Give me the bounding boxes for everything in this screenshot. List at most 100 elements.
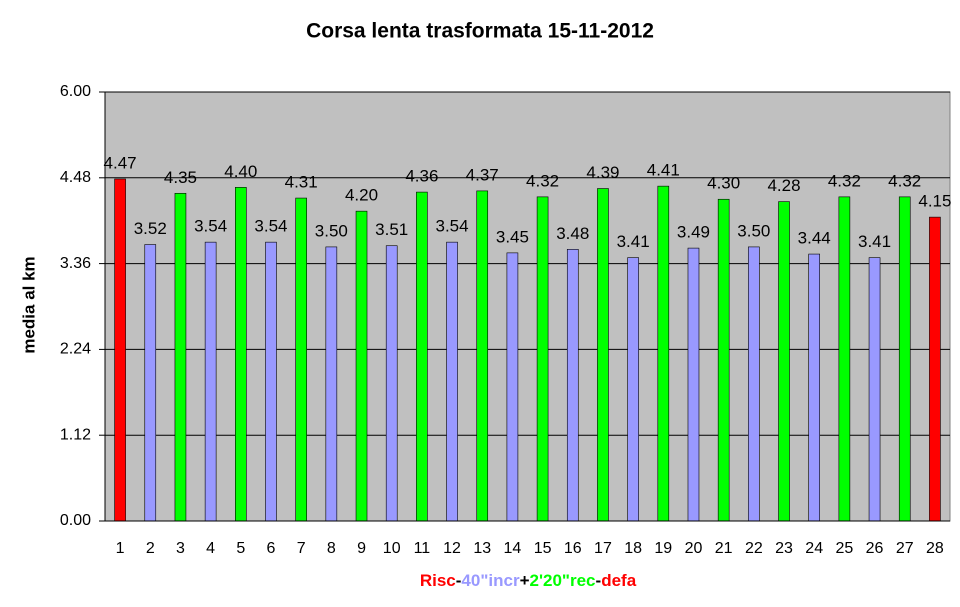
bar <box>717 198 730 522</box>
x-tick-label: 6 <box>267 540 276 557</box>
data-label: 4.20 <box>345 186 378 205</box>
x-tick-label: 3 <box>176 540 185 557</box>
bar <box>235 187 247 522</box>
x-axis-label-part: defa <box>601 571 637 590</box>
y-tick-label: 6.00 <box>60 83 91 100</box>
data-label: 3.51 <box>375 220 408 239</box>
bar <box>295 197 307 522</box>
bar <box>868 257 881 522</box>
y-tick-label: 0.00 <box>60 512 91 529</box>
x-tick-label: 27 <box>896 540 914 557</box>
bar <box>778 201 790 522</box>
x-tick-label: 28 <box>926 540 944 557</box>
data-label: 4.35 <box>164 168 197 187</box>
data-label: 4.32 <box>828 171 861 190</box>
x-tick-label: 10 <box>383 540 401 557</box>
x-tick-label: 24 <box>805 540 823 557</box>
x-tick-label: 15 <box>534 540 552 557</box>
data-label: 4.39 <box>586 163 619 182</box>
x-tick-label: 25 <box>835 540 853 557</box>
x-tick-label: 7 <box>297 540 306 557</box>
bar <box>416 191 428 522</box>
data-label: 4.47 <box>104 153 137 172</box>
bar <box>536 196 549 522</box>
data-label: 3.50 <box>737 221 770 240</box>
bar <box>657 185 670 522</box>
data-label: 3.54 <box>194 217 227 236</box>
data-label: 3.44 <box>798 229 831 248</box>
bar <box>114 178 126 522</box>
data-label: 4.28 <box>767 176 800 195</box>
bar <box>476 190 489 522</box>
x-tick-label: 22 <box>745 540 763 557</box>
bar <box>355 210 368 522</box>
bar <box>144 244 157 522</box>
x-axis-label: Risc-40"incr+2'20"rec-defa <box>420 571 637 590</box>
x-tick-label: 5 <box>236 540 245 557</box>
data-label: 3.49 <box>677 223 710 242</box>
bar <box>446 241 458 522</box>
data-label: 3.54 <box>436 217 469 236</box>
bar <box>929 216 941 522</box>
plot-area <box>104 91 951 522</box>
bar <box>898 196 911 522</box>
data-label: 3.52 <box>134 219 167 238</box>
data-label: 3.41 <box>617 232 650 251</box>
x-tick-label: 23 <box>775 540 793 557</box>
data-label: 3.48 <box>556 224 589 243</box>
x-axis-label-part: + <box>520 571 530 590</box>
data-label: 4.37 <box>466 165 499 184</box>
x-axis-label-part: - <box>456 571 462 590</box>
x-tick-label: 17 <box>594 540 612 557</box>
data-label: 4.41 <box>647 161 680 180</box>
data-label: 4.31 <box>285 173 318 192</box>
bar <box>597 188 609 522</box>
data-label: 4.15 <box>918 192 951 211</box>
x-tick-label: 19 <box>654 540 672 557</box>
y-tick-label: 1.12 <box>60 426 91 443</box>
x-axis-label-part: 2'20"rec <box>530 571 596 590</box>
bar <box>627 257 639 522</box>
bar <box>838 196 851 522</box>
bar <box>566 249 579 522</box>
x-tick-label: 14 <box>504 540 522 557</box>
x-tick-label: 12 <box>443 540 461 557</box>
chart-title: Corsa lenta trasformata 15-11-2012 <box>306 20 654 43</box>
data-label: 4.32 <box>526 171 559 190</box>
x-axis-label-part: 40"incr <box>461 571 520 590</box>
x-tick-label: 2 <box>146 540 155 557</box>
bar <box>748 246 760 522</box>
y-axis-label: media al km <box>19 256 38 353</box>
data-label: 3.54 <box>254 217 287 236</box>
x-tick-label: 13 <box>473 540 491 557</box>
y-tick-label: 2.24 <box>60 341 91 358</box>
bar <box>204 241 217 522</box>
data-label: 3.45 <box>496 227 529 246</box>
bar <box>385 245 398 522</box>
x-tick-label: 20 <box>685 540 703 557</box>
x-tick-label: 8 <box>327 540 336 557</box>
bar <box>506 252 519 522</box>
bar <box>174 192 187 522</box>
x-tick-label: 1 <box>116 540 125 557</box>
x-axis-label-part: Risc <box>420 571 456 590</box>
y-tick-label: 3.36 <box>60 255 91 272</box>
x-tick-label: 16 <box>564 540 582 557</box>
x-tick-label: 21 <box>715 540 733 557</box>
data-label: 4.30 <box>707 174 740 193</box>
bar <box>265 241 277 522</box>
x-axis-label-part: - <box>596 571 602 590</box>
bar <box>325 246 338 522</box>
x-tick-label: 18 <box>624 540 642 557</box>
bar <box>687 247 700 522</box>
y-tick-label: 4.48 <box>60 169 91 186</box>
data-label: 3.41 <box>858 232 891 251</box>
data-label: 4.40 <box>224 162 257 181</box>
x-tick-label: 4 <box>206 540 215 557</box>
x-tick-label: 26 <box>866 540 884 557</box>
data-label: 4.32 <box>888 171 921 190</box>
data-label: 4.36 <box>405 167 438 186</box>
bar <box>808 253 820 522</box>
data-label: 3.50 <box>315 221 348 240</box>
